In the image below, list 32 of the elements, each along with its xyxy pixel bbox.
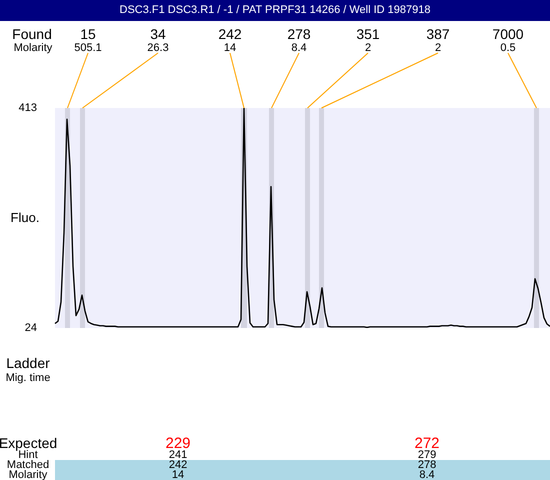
text: Ladder [6,355,50,371]
text: 505.1 [74,42,102,54]
text: Found [12,26,52,42]
text: 2 [434,42,442,54]
text: 2 [364,42,372,54]
text: 387 [426,26,450,42]
text: 279 [418,449,436,461]
text: 242 [168,459,188,471]
text: 278 [418,459,436,471]
text: 14 [172,469,184,480]
text: Hint [18,449,38,461]
text: 34 [150,26,166,42]
y-axis-title: Fluo. [10,210,40,225]
text: 242 [218,26,242,42]
y-tick-label: 413 [18,102,37,114]
text: 8.4 [291,42,307,54]
text: Matched [6,459,50,471]
y-tick-label: 24 [24,322,37,334]
chart-title: DSC3.F1 DSC3.R1 / -1 / PAT PRPF31 14266 / Well ID 1987918 [0,0,550,21]
text: 351 [356,26,380,42]
text: 26.3 [147,42,169,54]
text: Molarity [8,469,48,480]
text: 14 [224,42,236,54]
text: 241 [168,449,188,461]
text: 7000 [492,26,524,42]
text: 0.5 [500,42,516,54]
text: Molarity [14,42,53,54]
text: 15 [80,26,96,42]
text: 8.4 [419,469,435,480]
text: Expected [0,435,58,451]
text: 278 [287,26,311,42]
text: Mig. time [6,372,50,384]
